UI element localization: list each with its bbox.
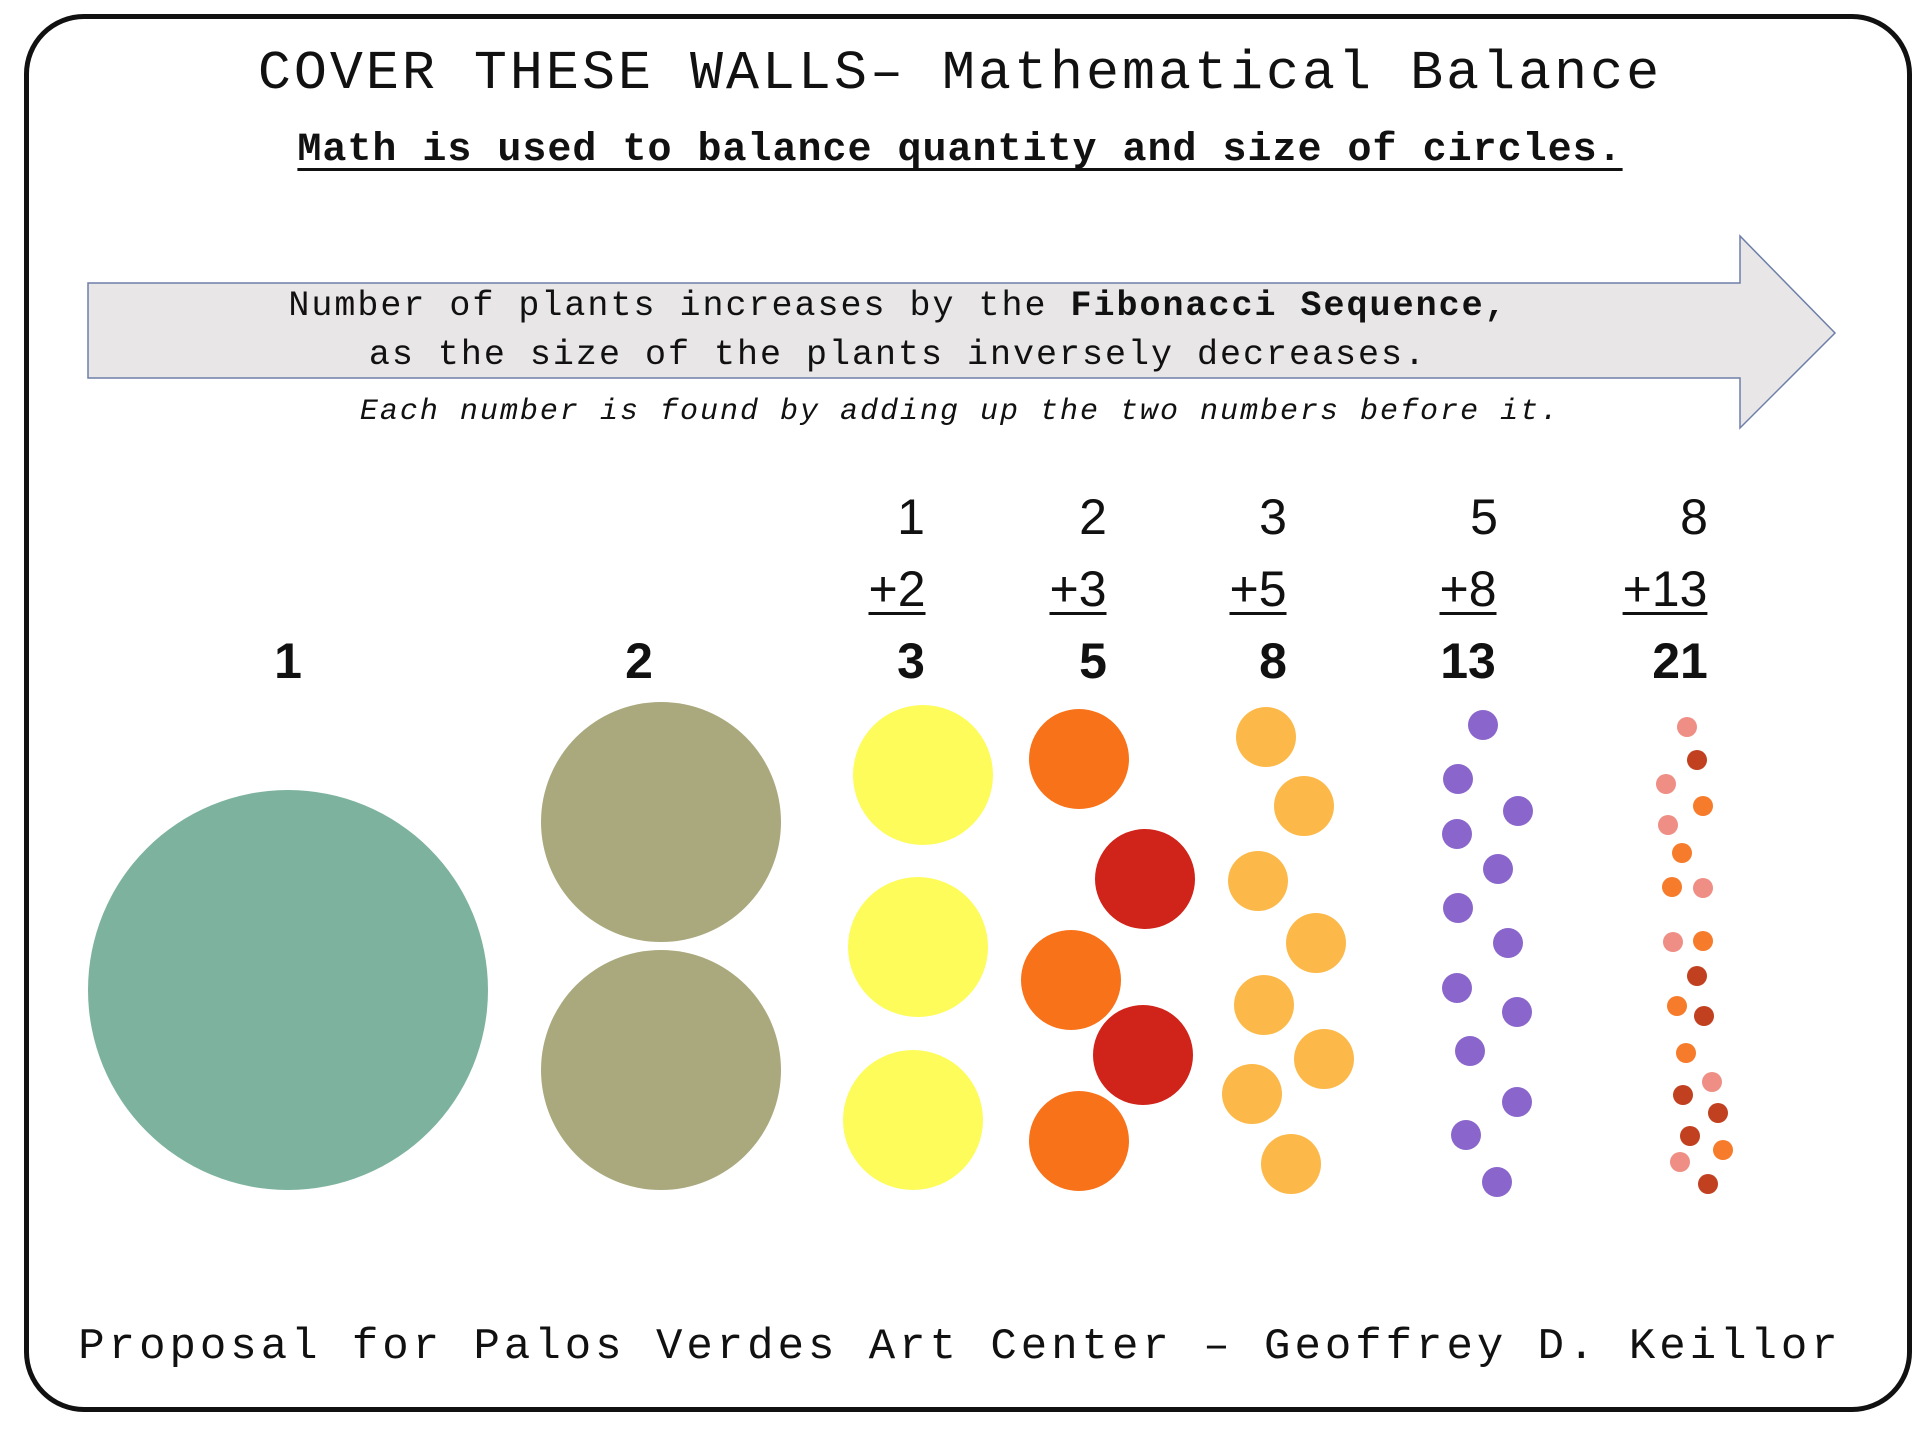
- sum-label: 8: [1259, 633, 1287, 689]
- plant-circle: [1698, 1174, 1718, 1194]
- plant-circle: [848, 877, 988, 1017]
- arrow-text: Number of plants increases by the Fibona…: [88, 282, 1708, 380]
- sum-label: 3: [897, 633, 925, 689]
- arrow-line-1-start: Number of plants increases by the: [288, 286, 1071, 326]
- addend: +13: [1622, 561, 1708, 617]
- previous-number: 5: [1470, 489, 1498, 545]
- plant-circle: [853, 705, 993, 845]
- plant-circle: [1234, 975, 1294, 1035]
- plant-circle: [1455, 1036, 1485, 1066]
- poster-frame: [24, 14, 1912, 1412]
- plant-circle: [1294, 1029, 1354, 1089]
- arrow-shape: [87, 234, 1837, 430]
- plant-circle: [1663, 932, 1683, 952]
- plant-circle: [1493, 928, 1523, 958]
- fibonacci-arrow: [87, 234, 1837, 430]
- addend: +3: [1049, 561, 1107, 617]
- plant-circle: [1662, 877, 1682, 897]
- plant-circle: [1228, 851, 1288, 911]
- subtitle-text: Math is used to balance quantity and siz…: [297, 128, 1623, 173]
- plant-circle: [1673, 1085, 1693, 1105]
- plant-circle: [1687, 966, 1707, 986]
- arrow-line-1: Number of plants increases by the Fibona…: [88, 282, 1708, 331]
- plant-circle: [1687, 750, 1707, 770]
- plant-circle: [1029, 709, 1129, 809]
- previous-number: 3: [1259, 489, 1287, 545]
- explanation-note: Each number is found by adding up the tw…: [359, 395, 1561, 429]
- previous-number: 8: [1680, 489, 1708, 545]
- plant-circle: [1656, 774, 1676, 794]
- addend: +8: [1439, 561, 1497, 617]
- plant-circle: [1236, 707, 1296, 767]
- plant-circle: [1442, 973, 1472, 1003]
- plant-circle: [1693, 878, 1713, 898]
- plant-circle: [1680, 1126, 1700, 1146]
- plant-circle: [1713, 1140, 1733, 1160]
- plant-circle: [1443, 764, 1473, 794]
- plant-circle: [1483, 854, 1513, 884]
- arrow-line-2: as the size of the plants inversely decr…: [368, 335, 1428, 375]
- sum-label: 13: [1440, 633, 1496, 689]
- plant-circle: [1677, 717, 1697, 737]
- plant-circle: [1702, 1072, 1722, 1092]
- plant-circle: [1693, 796, 1713, 816]
- addend: +5: [1229, 561, 1287, 617]
- plant-circle: [1667, 996, 1687, 1016]
- plant-circle: [1468, 710, 1498, 740]
- plant-circle: [1672, 843, 1692, 863]
- plant-circle: [1670, 1152, 1690, 1172]
- plant-circle: [1029, 1091, 1129, 1191]
- plant-circle: [1482, 1167, 1512, 1197]
- plant-circle: [1286, 913, 1346, 973]
- plant-circle: [1021, 930, 1121, 1030]
- plant-circle: [1708, 1103, 1728, 1123]
- plant-circle: [1261, 1134, 1321, 1194]
- arrow-line-1-comma: ,: [1484, 286, 1508, 326]
- plant-circle: [1093, 1005, 1193, 1105]
- plant-circle: [1658, 815, 1678, 835]
- plant-circle: [1503, 796, 1533, 826]
- plant-circle: [1502, 1087, 1532, 1117]
- plant-circle: [1694, 1006, 1714, 1026]
- plant-circle: [88, 790, 488, 1190]
- subtitle: Math is used to balance quantity and siz…: [0, 128, 1920, 173]
- plant-circle: [843, 1050, 983, 1190]
- fibonacci-label: Fibonacci Sequence: [1070, 286, 1485, 326]
- plant-circle: [1693, 931, 1713, 951]
- previous-number: 1: [897, 489, 925, 545]
- sum-label: 1: [274, 633, 302, 689]
- sum-label: 21: [1652, 633, 1708, 689]
- addend: +2: [868, 561, 926, 617]
- plant-circle: [1222, 1064, 1282, 1124]
- plant-circle: [1451, 1120, 1481, 1150]
- plant-circle: [541, 702, 781, 942]
- sum-label: 5: [1079, 633, 1107, 689]
- plant-circle: [1443, 893, 1473, 923]
- plant-circle: [1274, 776, 1334, 836]
- page-title: COVER THESE WALLS– Mathematical Balance: [257, 42, 1663, 105]
- plant-circle: [1442, 819, 1472, 849]
- sum-label: 2: [625, 633, 653, 689]
- footer-credit: Proposal for Palos Verdes Art Center – G…: [78, 1322, 1842, 1372]
- plant-circle: [541, 950, 781, 1190]
- plant-circle: [1676, 1043, 1696, 1063]
- plant-circle: [1502, 997, 1532, 1027]
- plant-circle: [1095, 829, 1195, 929]
- previous-number: 2: [1079, 489, 1107, 545]
